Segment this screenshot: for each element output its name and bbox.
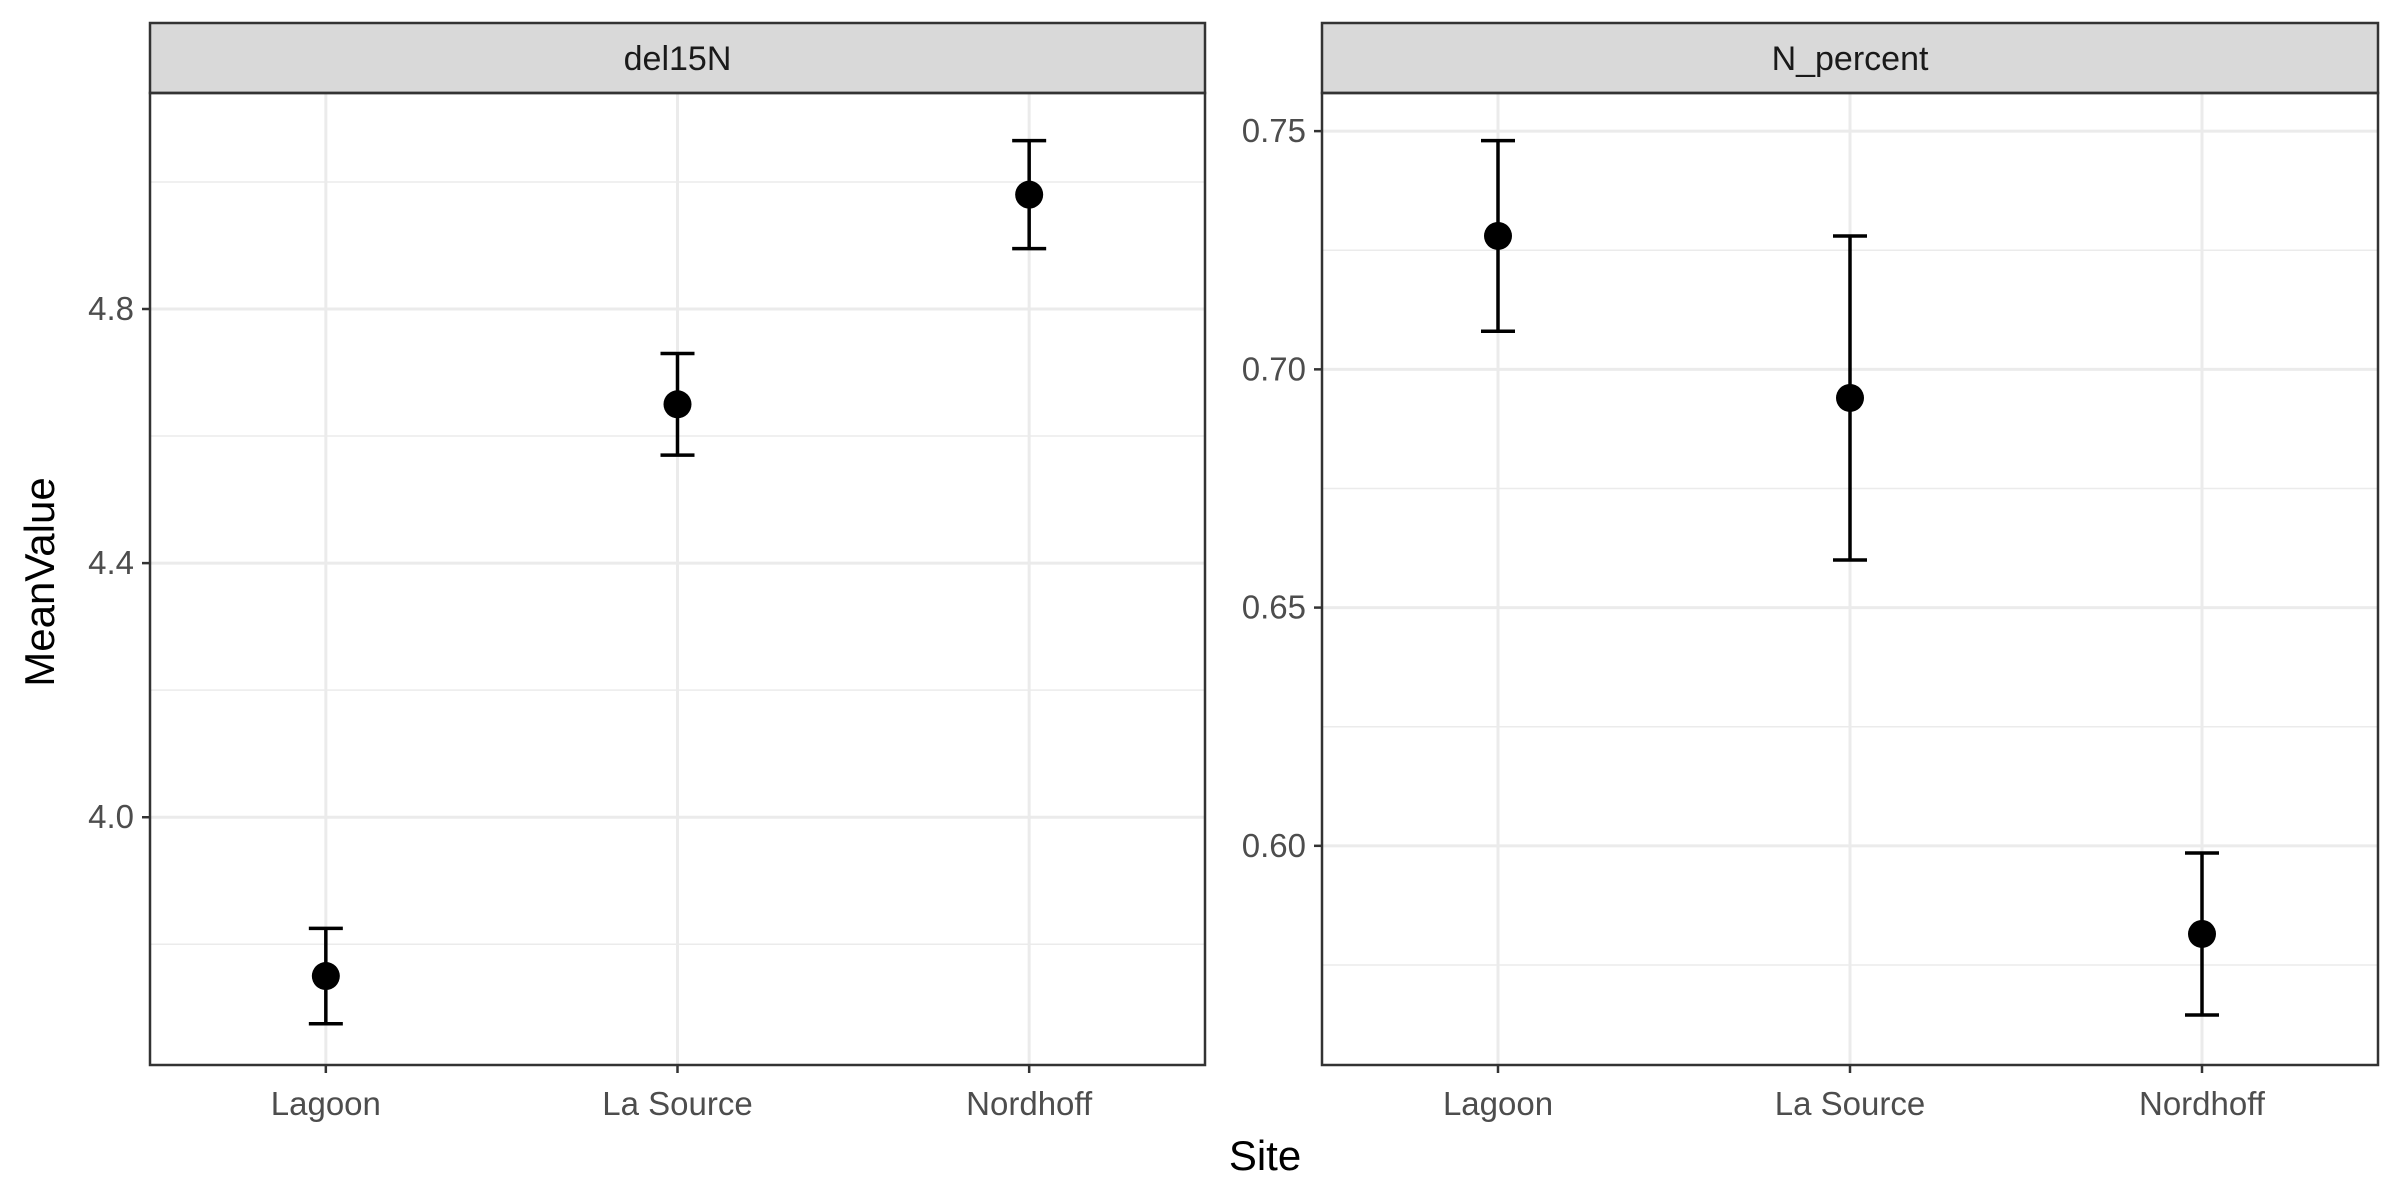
- facet-title: del15N: [624, 40, 732, 78]
- data-point: [1015, 180, 1044, 209]
- x-tick-label: La Source: [1775, 1085, 1925, 1122]
- facet-strip: [148, 21, 1207, 95]
- data-point: [311, 962, 340, 991]
- x-tick-label: Lagoon: [1443, 1085, 1553, 1122]
- y-tick-label: 0.65: [1242, 589, 1306, 626]
- x-tick-label: La Source: [602, 1085, 752, 1122]
- x-tick-label: Lagoon: [271, 1085, 381, 1122]
- facet-title: N_percent: [1772, 40, 1929, 78]
- data-point: [663, 390, 692, 419]
- y-tick-label: 4.8: [88, 290, 134, 327]
- panel-del15n: del15N 4.0 4.4 4.8 Lagoon La Source Nordhoff: [88, 21, 1207, 1122]
- data-point: [1484, 221, 1512, 250]
- y-tick-label: 0.70: [1242, 350, 1306, 387]
- x-tick-label: Nordhoff: [2139, 1085, 2266, 1122]
- data-point: [1836, 383, 1864, 412]
- x-axis-title: Site: [1229, 1132, 1301, 1179]
- y-tick-label: 0.75: [1242, 112, 1306, 149]
- x-tick-label: Nordhoff: [966, 1085, 1093, 1122]
- y-axis-title: MeanValue: [16, 477, 63, 686]
- panel-n_percent: N_percent 0.60 0.65 0.70 0.75 Lagoon La Source…: [1242, 21, 2380, 1122]
- y-tick-label: 4.4: [88, 544, 134, 581]
- data-point: [2188, 919, 2216, 948]
- y-tick-label: 4.0: [88, 798, 134, 835]
- y-tick-label: 0.60: [1242, 827, 1306, 864]
- facet-strip: [1320, 21, 2380, 95]
